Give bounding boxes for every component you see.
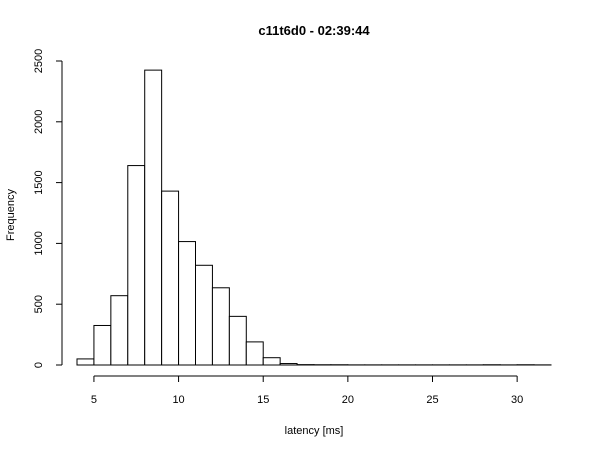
x-tick-label-10: 10 bbox=[172, 394, 184, 406]
y-tick-label-2000: 2000 bbox=[33, 110, 45, 134]
x-tick-label-30: 30 bbox=[511, 394, 523, 406]
y-tick-label-500: 500 bbox=[33, 295, 45, 313]
histogram-bar-4-5 bbox=[76, 358, 95, 366]
histogram-bar-9-10 bbox=[161, 190, 180, 366]
histogram-bar-12-13 bbox=[211, 287, 230, 366]
x-axis: 5 10 15 20 25 30 bbox=[91, 375, 523, 406]
y-axis-label: Frequency bbox=[5, 189, 17, 241]
histogram-bar-5-6 bbox=[93, 324, 112, 366]
histogram-bar-7-8 bbox=[127, 165, 146, 366]
x-tick-label-15: 15 bbox=[257, 394, 269, 406]
histogram-bar-11-12 bbox=[195, 264, 213, 366]
y-tick-label-2500: 2500 bbox=[33, 49, 45, 73]
y-tick-label-0: 0 bbox=[33, 362, 45, 368]
x-tick-label-20: 20 bbox=[342, 394, 354, 406]
bars-group bbox=[76, 69, 552, 366]
y-tick-label-1000: 1000 bbox=[33, 231, 45, 255]
y-axis: 0 500 1000 1500 2000 2500 bbox=[33, 49, 63, 368]
histogram-bar-16-17 bbox=[279, 363, 298, 366]
histogram-bar-8-9 bbox=[144, 69, 163, 366]
histogram-bar-6-7 bbox=[110, 295, 129, 366]
chart-title: c11t6d0 - 02:39:44 bbox=[258, 23, 370, 38]
histogram-bar-15-16 bbox=[262, 357, 281, 366]
x-tick-label-25: 25 bbox=[426, 394, 438, 406]
x-tick-label-5: 5 bbox=[91, 394, 97, 406]
histogram-bar-13-14 bbox=[228, 315, 247, 366]
y-tick-label-1500: 1500 bbox=[33, 170, 45, 194]
histogram-bar-10-11 bbox=[178, 241, 196, 366]
histogram-bar-14-15 bbox=[245, 341, 264, 366]
x-axis-label: latency [ms] bbox=[285, 425, 344, 437]
